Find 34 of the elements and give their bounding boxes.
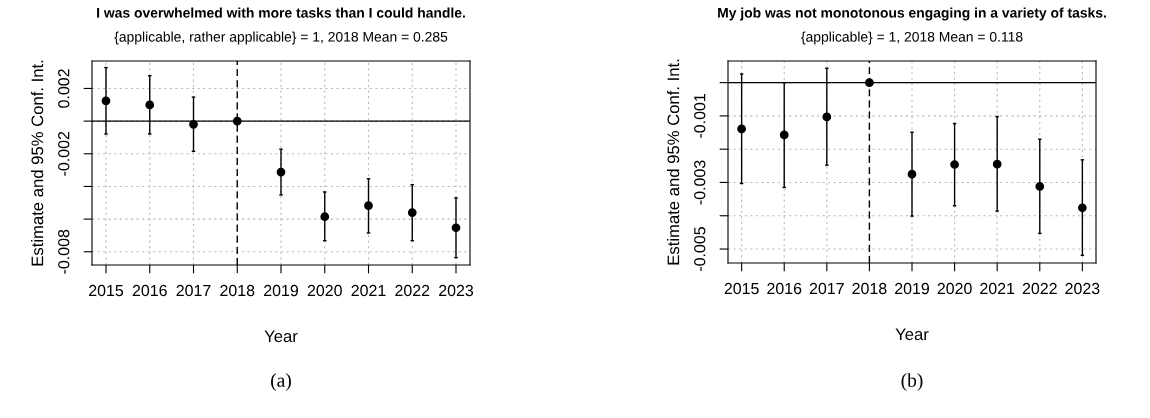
x-tick-label: 2018 (220, 284, 255, 297)
y-tick-label: -0.005 (694, 227, 706, 271)
x-tick-label: 2016 (132, 284, 167, 297)
x-tick-label: 2020 (307, 284, 342, 297)
y-tick-label: -0.003 (694, 160, 706, 205)
x-tick-label: 2023 (1065, 282, 1100, 295)
x-tick-label: 2022 (395, 284, 430, 297)
x-tick-label: 2015 (89, 284, 124, 297)
y-tick-label: -0.002 (58, 131, 70, 176)
chart-title: My job was not monotonous engaging in a variety of tasks. (718, 7, 1106, 21)
x-tick-label: 2021 (980, 282, 1015, 295)
chart-title: I was overwhelmed with more tasks than I could handle. (97, 7, 465, 18)
x-tick-label: 2019 (895, 282, 930, 295)
x-tick-label: 2017 (809, 282, 844, 295)
x-axis-title: Year (895, 328, 929, 341)
y-tick-label: -0.001 (694, 94, 706, 138)
text: (b) (901, 373, 923, 391)
y-axis-title: Estimate and 95% Conf. Int. (31, 60, 44, 266)
y-tick-label: 0.002 (58, 69, 70, 108)
y-axis-title: Estimate and 95% Conf. Int. (667, 59, 680, 265)
x-tick-label: 2019 (264, 284, 299, 297)
chart-subtitle: {applicable, rather applicable} = 1, 2018 Mean = 0.285 (114, 31, 448, 45)
x-tick-label: 2016 (767, 282, 802, 295)
x-tick-label: 2020 (937, 282, 972, 295)
x-tick-label: 2022 (1022, 282, 1057, 295)
x-axis-title: Year (264, 330, 298, 343)
x-tick-label: 2023 (439, 284, 474, 297)
x-tick-label: 2018 (852, 282, 887, 295)
text: (a) (271, 373, 291, 391)
x-tick-label: 2021 (351, 284, 386, 297)
x-tick-label: 2015 (724, 282, 759, 295)
y-tick-label: -0.008 (58, 229, 70, 274)
chart-subtitle: {applicable} = 1, 2018 Mean = 0.118 (801, 31, 1023, 45)
x-tick-label: 2017 (176, 284, 211, 297)
